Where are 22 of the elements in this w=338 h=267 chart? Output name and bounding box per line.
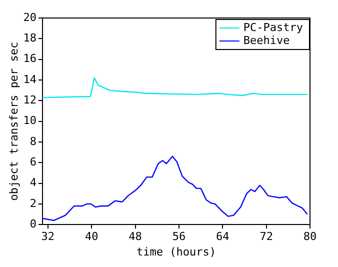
- x-axis-title: time (hours): [136, 245, 216, 258]
- y-tick-label: 0: [30, 217, 36, 230]
- legend-label: Beehive: [243, 34, 290, 47]
- y-tick-label: 10: [23, 114, 36, 128]
- y-axis-title: object transfers per sec: [7, 42, 20, 201]
- x-tick-label: 40: [84, 230, 98, 244]
- x-tick-label: 72: [260, 230, 273, 244]
- x-tick-label: 56: [172, 230, 186, 244]
- y-tick-label: 18: [23, 32, 36, 45]
- x-tick-label: 48: [128, 230, 142, 244]
- y-tick-label: 12: [23, 94, 36, 106]
- x-tick-label: 32: [41, 230, 55, 244]
- y-tick-label: 14: [23, 72, 37, 86]
- y-tick-label: 2: [30, 196, 36, 210]
- y-tick-label: 20: [23, 10, 36, 24]
- x-tick-label: 64: [216, 230, 230, 244]
- y-tick-label: 16: [23, 52, 36, 66]
- y-tick-label: 8: [30, 134, 36, 148]
- y-tick-label: 4: [30, 176, 37, 190]
- legend-label: PC-Pastry: [243, 20, 304, 34]
- y-tick-label: 6: [30, 155, 36, 168]
- x-tick-label: 80: [303, 230, 317, 244]
